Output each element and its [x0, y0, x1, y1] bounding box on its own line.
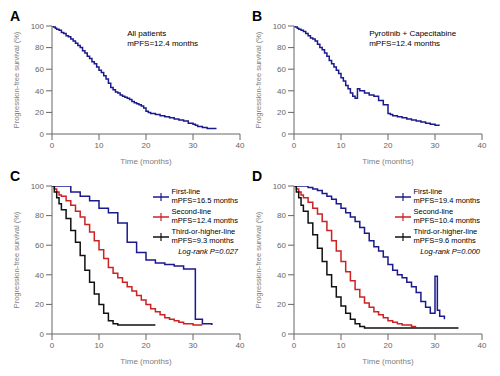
html-text:C: C [10, 168, 21, 184]
svg-text:0: 0 [282, 330, 287, 339]
svg-text:20: 20 [277, 108, 286, 117]
svg-text:Time (months): Time (months) [362, 157, 414, 166]
svg-text:0: 0 [292, 341, 297, 350]
html-text:A: A [10, 8, 21, 24]
svg-text:40: 40 [277, 271, 286, 280]
html-text:D: D [252, 168, 263, 184]
svg-text:0: 0 [292, 141, 297, 150]
svg-text:Progression-free survival (%): Progression-free survival (%) [254, 31, 263, 128]
svg-text:Progression-free survival (%): Progression-free survival (%) [12, 211, 21, 308]
svg-text:100: 100 [31, 182, 45, 191]
svg-text:0: 0 [50, 141, 55, 150]
svg-text:30: 30 [189, 341, 198, 350]
svg-text:20: 20 [142, 141, 151, 150]
svg-text:30: 30 [431, 341, 440, 350]
svg-text:40: 40 [478, 141, 487, 150]
html-text:Log-rank P=0.000: Log-rank P=0.000 [420, 247, 480, 256]
svg-text:10: 10 [95, 341, 104, 350]
svg-text:60: 60 [277, 241, 286, 250]
svg-text:60: 60 [35, 65, 44, 74]
svg-text:100: 100 [273, 22, 287, 31]
svg-text:20: 20 [35, 108, 44, 117]
svg-text:20: 20 [384, 341, 393, 350]
html-text:Second-line mPFS=12.4 months: Second-line mPFS=12.4 months [171, 207, 238, 225]
svg-text:80: 80 [35, 43, 44, 52]
svg-text:60: 60 [35, 241, 44, 250]
html-text:Third-or-higher-line mPFS=9.3: Third-or-higher-line mPFS=9.3 months [171, 227, 236, 245]
html-text:Pyrotinib + Capecitabine mPFS=: Pyrotinib + Capecitabine mPFS=12.4 month… [369, 29, 457, 48]
svg-text:10: 10 [95, 141, 104, 150]
svg-text:Time (months): Time (months) [120, 357, 172, 366]
svg-text:0: 0 [40, 130, 45, 139]
svg-text:10: 10 [337, 141, 346, 150]
svg-text:40: 40 [236, 341, 245, 350]
svg-text:100: 100 [273, 182, 287, 191]
html-text:All patients mPFS=12.4 months: All patients mPFS=12.4 months [127, 29, 199, 48]
svg-text:Progression-free survival (%): Progression-free survival (%) [12, 31, 21, 128]
svg-text:Progression-free survival (%): Progression-free survival (%) [254, 211, 263, 308]
svg-text:0: 0 [50, 341, 55, 350]
svg-text:30: 30 [431, 141, 440, 150]
svg-text:Time (months): Time (months) [362, 357, 414, 366]
svg-text:30: 30 [189, 141, 198, 150]
svg-text:0: 0 [40, 330, 45, 339]
svg-text:80: 80 [277, 211, 286, 220]
svg-text:40: 40 [478, 341, 487, 350]
svg-text:20: 20 [35, 300, 44, 309]
svg-text:10: 10 [337, 341, 346, 350]
svg-text:40: 40 [35, 87, 44, 96]
html-text:Second-line mPFS=10.4 months: Second-line mPFS=10.4 months [413, 207, 480, 225]
svg-text:20: 20 [384, 141, 393, 150]
html-text:Third-or-higher-line mPFS=9.6: Third-or-higher-line mPFS=9.6 months [413, 227, 478, 245]
svg-text:Time (months): Time (months) [120, 157, 172, 166]
html-text:First-line mPFS=19.4 months: First-line mPFS=19.4 months [413, 187, 480, 205]
html-text:Log-rank P=0.027: Log-rank P=0.027 [178, 247, 238, 256]
svg-text:40: 40 [236, 141, 245, 150]
html-text:First-line mPFS=16.5 months: First-line mPFS=16.5 months [171, 187, 238, 205]
svg-text:80: 80 [35, 211, 44, 220]
html-text:B: B [252, 8, 263, 24]
svg-text:80: 80 [277, 43, 286, 52]
svg-text:60: 60 [277, 65, 286, 74]
svg-text:40: 40 [35, 271, 44, 280]
svg-text:40: 40 [277, 87, 286, 96]
svg-text:20: 20 [277, 300, 286, 309]
svg-text:0: 0 [282, 130, 287, 139]
svg-text:100: 100 [31, 22, 45, 31]
svg-text:20: 20 [142, 341, 151, 350]
